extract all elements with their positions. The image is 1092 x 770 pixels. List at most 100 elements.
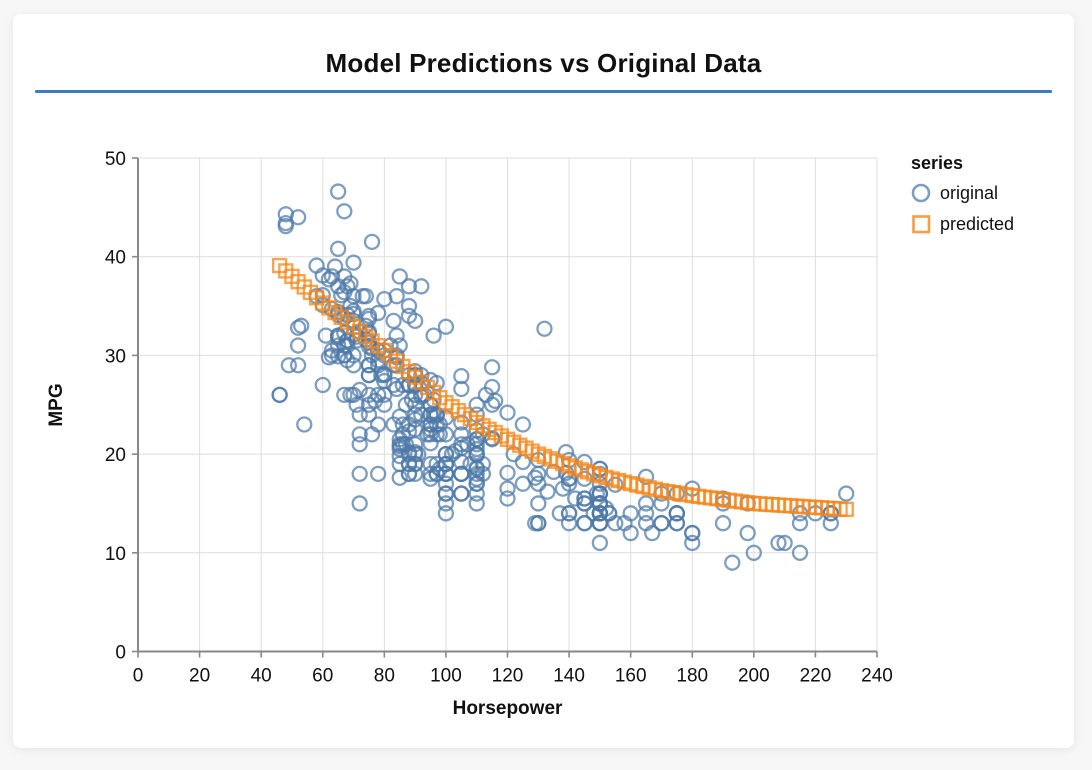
- original-point: [637, 505, 655, 522]
- original-point: [391, 431, 408, 448]
- original-point: [437, 318, 455, 335]
- original-point: [724, 554, 741, 571]
- original-point: [339, 337, 356, 354]
- original-point: [437, 475, 455, 492]
- x-tick-label: 20: [189, 666, 210, 687]
- original-point: [468, 446, 485, 464]
- original-point: [554, 480, 572, 497]
- original-point: [468, 459, 485, 477]
- original-point: [271, 386, 288, 404]
- original-point: [329, 183, 347, 200]
- original-point: [391, 447, 408, 465]
- original-point: [468, 495, 485, 512]
- original-point: [637, 468, 655, 485]
- original-point: [453, 380, 470, 398]
- original-point: [391, 268, 408, 285]
- original-point: [373, 366, 390, 384]
- legend-label-original: original: [940, 182, 999, 203]
- original-point: [739, 524, 756, 542]
- original-point: [348, 396, 365, 413]
- original-point: [400, 443, 418, 461]
- x-tick-label: 120: [492, 666, 524, 687]
- original-point: [351, 406, 368, 423]
- original-point: [576, 490, 593, 507]
- x-tick-label: 240: [861, 666, 893, 687]
- predicted-point: [838, 501, 854, 518]
- original-point: [822, 515, 839, 532]
- original-point: [314, 376, 331, 394]
- original-point: [296, 416, 313, 433]
- original-point: [453, 414, 470, 431]
- original-point: [468, 470, 485, 487]
- original-point: [323, 268, 341, 285]
- original-point: [351, 465, 368, 482]
- original-point: [668, 505, 686, 522]
- original-point: [616, 515, 633, 532]
- original-point: [360, 323, 378, 340]
- original-point: [838, 485, 855, 502]
- original-point: [360, 406, 378, 423]
- original-point: [403, 391, 421, 408]
- original-point: [527, 469, 544, 486]
- original-point: [453, 453, 470, 471]
- original-point: [530, 515, 547, 532]
- original-point: [428, 407, 445, 424]
- original-point: [514, 416, 532, 433]
- original-point: [468, 441, 485, 458]
- original-point: [422, 470, 439, 487]
- x-axis-title: Horsepower: [452, 698, 563, 719]
- original-point: [329, 348, 347, 365]
- original-point: [560, 515, 578, 532]
- original-point: [487, 392, 504, 409]
- original-point: [391, 469, 408, 486]
- original-point: [370, 465, 387, 482]
- chart-title: Model Predictions vs Original Data: [325, 48, 762, 78]
- original-point: [370, 416, 387, 433]
- original-point: [360, 307, 378, 325]
- original-point: [776, 534, 793, 552]
- original-point: [453, 465, 470, 482]
- original-point: [289, 357, 307, 374]
- legend-item-original: original: [911, 182, 1014, 204]
- x-tick-label: 200: [738, 666, 770, 687]
- original-point: [363, 233, 381, 251]
- original-point: [684, 534, 701, 552]
- original-point: [437, 505, 455, 522]
- original-point: [567, 490, 584, 507]
- chart-card: Model Predictions vs Original Data Horse…: [13, 14, 1074, 748]
- x-tick-label: 140: [553, 666, 585, 687]
- original-point: [400, 278, 418, 295]
- original-point: [289, 209, 307, 226]
- original-point: [320, 349, 338, 366]
- original-point: [644, 524, 661, 542]
- original-point: [329, 240, 347, 257]
- original-point: [385, 376, 402, 394]
- x-tick-label: 60: [312, 666, 333, 687]
- x-tick-label: 40: [251, 666, 272, 687]
- original-point: [360, 366, 378, 384]
- original-point: [289, 319, 307, 336]
- original-point: [280, 357, 298, 374]
- original-point: [391, 408, 408, 425]
- original-point: [366, 392, 384, 409]
- original-point: [351, 381, 368, 399]
- original-point: [425, 327, 442, 344]
- original-point: [539, 483, 556, 500]
- original-point: [591, 534, 609, 552]
- legend-title: series: [911, 153, 964, 173]
- original-point: [336, 347, 353, 364]
- original-point: [637, 495, 655, 512]
- y-tick-label: 50: [105, 149, 126, 170]
- y-tick-label: 30: [105, 346, 126, 367]
- original-point: [431, 460, 448, 478]
- original-point: [391, 441, 408, 458]
- y-tick-label: 0: [115, 643, 126, 664]
- y-tick-label: 40: [105, 248, 126, 269]
- original-point: [345, 254, 362, 271]
- original-point: [453, 367, 470, 385]
- y-tick-label: 10: [105, 544, 126, 565]
- legend: series original predicted: [911, 153, 1014, 244]
- x-tick-label: 100: [430, 666, 462, 687]
- original-point: [499, 464, 516, 482]
- original-point: [551, 505, 568, 522]
